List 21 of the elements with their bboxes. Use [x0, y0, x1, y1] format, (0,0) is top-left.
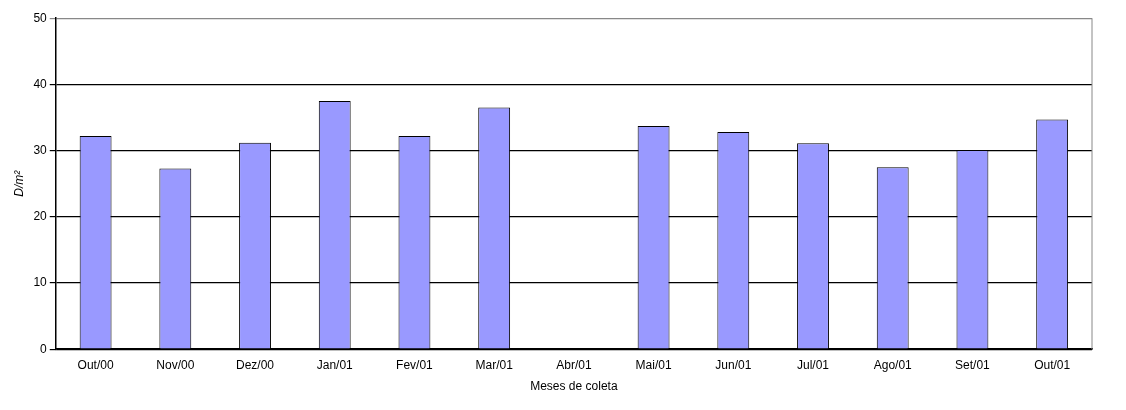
x-tick-label: Ago/01 [873, 357, 913, 372]
x-tick-label: Nov/00 [156, 357, 195, 372]
x-tick-label: Fev/01 [396, 357, 434, 372]
y-tick-label: 40 [33, 76, 48, 91]
x-tick-label: Jul/01 [796, 357, 830, 372]
x-tick-label: Set/01 [955, 357, 991, 372]
y-tick-label: 0 [40, 341, 48, 356]
x-tick-label: Dez/00 [236, 357, 275, 372]
y-tick-label: 20 [33, 209, 48, 224]
x-tick-label: Jan/01 [316, 357, 354, 372]
y-axis-title: D/m² [11, 169, 26, 197]
x-tick-label: Mai/01 [635, 357, 672, 372]
x-tick-label: Out/01 [1034, 357, 1071, 372]
x-tick-label: Abr/01 [556, 357, 592, 372]
x-tick-label: Jun/01 [715, 357, 752, 372]
y-tick-label: 30 [33, 142, 48, 157]
x-tick-label: Out/00 [77, 357, 114, 372]
x-axis-title: Meses de coleta [530, 379, 618, 394]
x-tick-label: Mar/01 [475, 357, 514, 372]
y-tick-label: 50 [33, 10, 48, 25]
y-tick-label: 10 [33, 275, 48, 290]
